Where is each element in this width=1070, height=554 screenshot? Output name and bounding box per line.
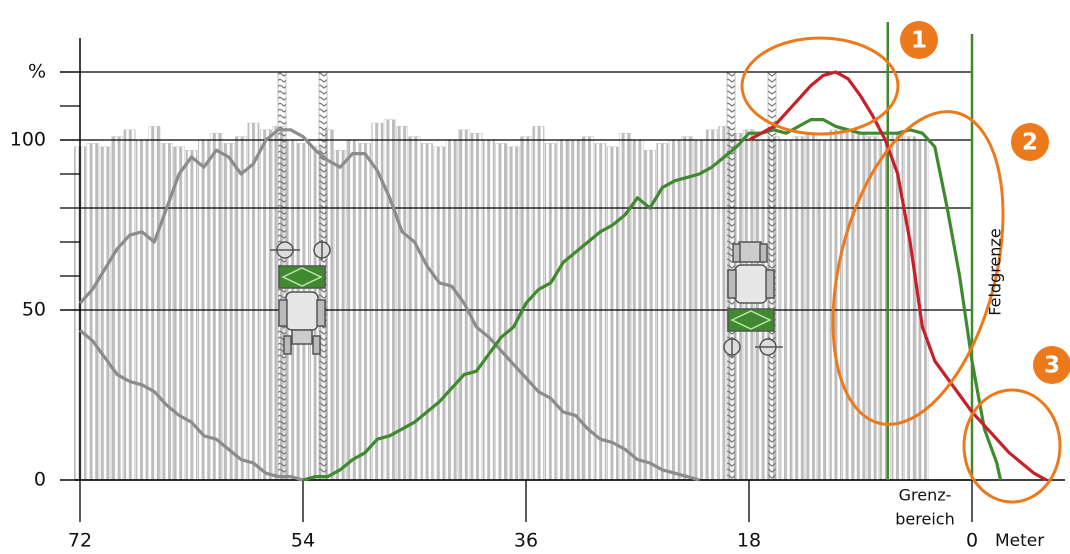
bar — [866, 136, 879, 481]
bar — [619, 132, 632, 481]
y-tick-label: 50 — [22, 299, 46, 321]
y-tick-label: % — [28, 61, 46, 83]
bar — [222, 143, 235, 481]
bar — [173, 146, 186, 481]
marker-number: 3 — [1044, 353, 1060, 379]
bar — [829, 129, 842, 481]
x-tick-label: 0 — [966, 530, 978, 552]
x-tick-label: 54 — [291, 530, 315, 552]
bar — [420, 143, 433, 481]
bar — [544, 143, 557, 481]
bar — [891, 132, 904, 481]
bar — [383, 119, 396, 481]
bar — [507, 146, 520, 481]
bar — [247, 122, 260, 481]
bar — [359, 143, 371, 481]
bar — [210, 132, 223, 481]
line — [302, 118, 1003, 482]
bars — [74, 119, 929, 481]
bar — [259, 129, 272, 481]
bar — [743, 129, 755, 481]
x-axis-label: Meter — [995, 531, 1044, 551]
marker-number: 1 — [911, 28, 927, 54]
x-tick-label: 72 — [68, 530, 92, 552]
bar — [681, 136, 693, 481]
line — [78, 329, 304, 482]
x-tick-label: 18 — [737, 530, 761, 552]
bar — [334, 149, 347, 481]
bar — [495, 143, 508, 481]
curves — [78, 70, 1048, 482]
line — [748, 70, 1048, 482]
boundary-zone-label: bereich — [895, 510, 954, 529]
bar — [842, 129, 855, 481]
x-tick-label: 36 — [514, 530, 538, 552]
y-tick-label: 0 — [34, 469, 46, 491]
highlights — [740, 36, 1062, 504]
bar — [904, 136, 916, 481]
bar — [433, 146, 446, 481]
bar — [705, 129, 718, 481]
marker-number: 2 — [1022, 130, 1038, 156]
line — [78, 128, 700, 482]
grid: 0 50 100% 72 54 36 18 0 — [10, 22, 1065, 552]
bar — [111, 136, 124, 481]
bar — [235, 136, 247, 481]
bar — [98, 146, 111, 481]
bar — [594, 143, 607, 481]
bar — [532, 126, 545, 481]
tractor-2 — [723, 241, 783, 357]
bar — [606, 146, 619, 481]
bar — [792, 136, 805, 481]
marker-badges — [900, 21, 1070, 384]
y-tick-label: 100 — [10, 129, 46, 151]
bar — [86, 143, 99, 481]
marker-numbers: 1 2 3 — [911, 28, 1060, 379]
bar — [408, 136, 421, 481]
boundary-zone-label: Grenz- — [899, 486, 952, 505]
bar — [148, 126, 161, 481]
field-boundary-label: Feldgrenze — [986, 228, 1005, 315]
bar — [470, 132, 483, 481]
bar — [805, 132, 817, 481]
bar — [185, 149, 198, 481]
tractor-1 — [270, 240, 331, 355]
bar — [123, 129, 136, 481]
